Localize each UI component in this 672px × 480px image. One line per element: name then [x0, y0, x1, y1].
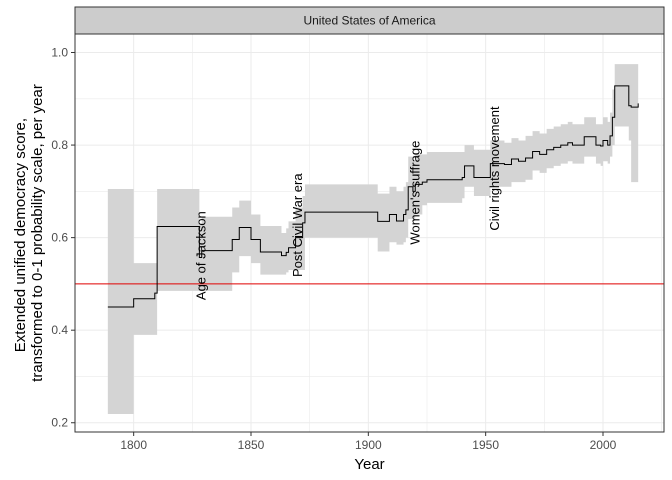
facet-strip: United States of America	[74, 6, 665, 35]
annotation-label: Civil rights movement	[487, 106, 502, 231]
facet-label: United States of America	[303, 14, 435, 28]
y-axis-title-line-2: transformed to 0-1 probability scale, pe…	[29, 84, 46, 382]
y-axis: 0.2 0.4 0.6 0.8 1.0	[51, 46, 75, 430]
x-tick-label: 2000	[590, 438, 617, 452]
x-axis: 1800 1850 1900 1950 2000	[120, 432, 617, 452]
uncertainty-band	[107, 64, 639, 414]
y-tick-label: 0.2	[51, 416, 68, 430]
y-tick-label: 0.8	[51, 138, 68, 152]
annotation-label: Women's suffrage	[407, 141, 422, 245]
confidence-ribbon	[107, 64, 639, 414]
x-tick-label: 1850	[238, 438, 265, 452]
y-axis-title: Extended unified democracy score, transf…	[12, 84, 46, 382]
y-tick-label: 0.4	[51, 323, 68, 337]
annotations: Age of Jackson Post Civil War era Women's …	[194, 106, 502, 300]
facet-strip-background	[74, 6, 665, 35]
x-axis-title: Year	[354, 456, 384, 473]
y-tick-label: 0.6	[51, 231, 68, 245]
annotation-label: Age of Jackson	[194, 211, 209, 300]
democracy-score-series	[107, 85, 639, 308]
series-line	[107, 85, 639, 308]
y-axis-title-line-1: Extended unified democracy score,	[12, 118, 29, 352]
annotation-label: Post Civil War era	[290, 173, 305, 277]
x-tick-label: 1950	[472, 438, 499, 452]
x-tick-label: 1900	[355, 438, 382, 452]
x-tick-label: 1800	[120, 438, 147, 452]
y-tick-label: 1.0	[51, 46, 68, 60]
